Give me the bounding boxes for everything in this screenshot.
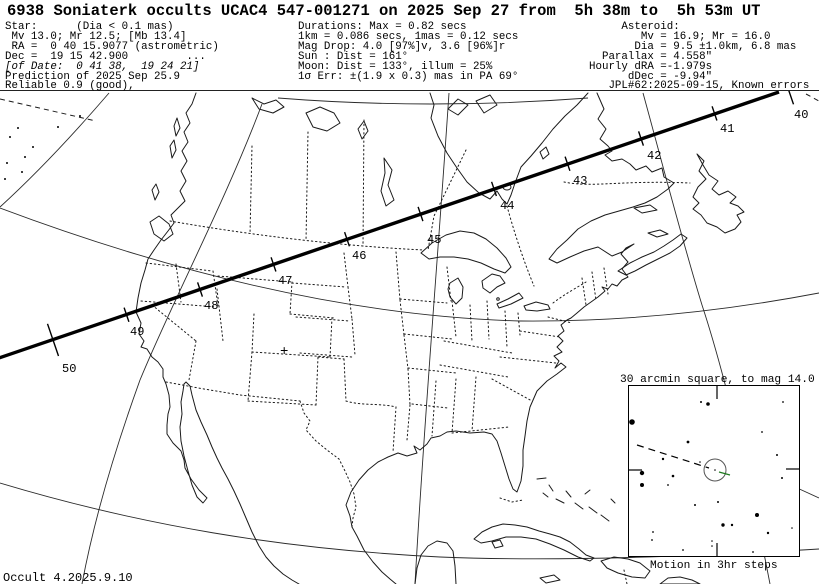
tick-label: 41 [720, 122, 734, 136]
asteroid-line: Parallax = 4.558" [589, 50, 713, 63]
header-block: 6938 Soniaterk occults UCAC4 547-001271 … [0, 0, 819, 93]
caribbean-coastlines [414, 477, 701, 584]
tick-label: 47 [278, 274, 292, 288]
star-field-inset: 30 arcmin square, to mag 14.0 Motion in … [620, 374, 815, 572]
star-line: RA = 0 40 15.9077 (astrometric) [5, 40, 219, 53]
tick-label: 46 [352, 249, 366, 263]
tick-label: 43 [573, 174, 587, 188]
star-info-column: Star: (Dia < 0.1 mas) Mv 13.0; Mr 12.5; … [5, 21, 219, 93]
tick-label: 40 [794, 108, 808, 122]
motion-direction-marker [718, 471, 731, 476]
northwest-boundary [0, 93, 819, 180]
tick-label: 49 [130, 325, 144, 339]
shadow-path-line [0, 91, 780, 360]
event-line: 1σ Err: ±(1.9 x 0.3) mas in PA 69° [298, 70, 519, 83]
target-star-circle [703, 458, 727, 482]
inset-frame [628, 385, 800, 557]
site-marker-cross: + [280, 344, 288, 360]
inset-stars [629, 401, 793, 553]
great-lakes [420, 230, 551, 312]
coastlines [135, 92, 745, 584]
event-line: Mag Drop: 4.0 [97%]v, 3.6 [96%]r [298, 40, 506, 53]
star-line: Mv 13.0; Mr 12.5; [Mb 13.4] [5, 30, 187, 43]
star-line: Dec = 19 15 42.900 ... [5, 50, 206, 63]
star-line-of-date: [of Date: 0 41 38, 19 24 21] [5, 60, 200, 73]
event-line: 1km = 0.086 secs, 1mas = 0.12 secs [298, 30, 519, 43]
asteroid-line: Mv = 16.9; Mr = 16.0 [589, 30, 771, 43]
inset-edge-ticks [629, 386, 799, 556]
asteroid-line: Dia = 9.5 ±1.0km, 6.8 mas [589, 40, 797, 53]
tick-label: 45 [427, 233, 441, 247]
tick-label: 42 [647, 149, 661, 163]
tick-label: 48 [204, 299, 218, 313]
event-line: Moon: Dist = 133°, illum = 25% [298, 60, 493, 73]
star-line: Reliable 0.9 (good), [5, 80, 135, 93]
asteroid-info-column: Asteroid: Mv = 16.9; Mr = 16.0 Dia = 9.5… [589, 21, 810, 93]
asteroid-line: dDec = -9.94" [589, 70, 713, 83]
star-line: Prediction of 2025 Sep 25.9 [5, 70, 180, 83]
inset-footer: Motion in 3hr steps [650, 560, 778, 572]
event-line: Durations: Max = 0.82 secs [298, 21, 467, 33]
path-minute-ticks [46, 91, 795, 357]
page-title: 6938 Soniaterk occults UCAC4 547-001271 … [7, 2, 761, 20]
asteroid-line: Hourly dRA =-1.979s [589, 60, 713, 73]
event-line: Sun : Dist = 161° [298, 50, 409, 63]
event-info-column: Durations: Max = 0.82 secs 1km = 0.086 s… [298, 21, 519, 83]
occultation-path: 40 41 42 43 44 45 46 47 48 49 50 [0, 91, 808, 376]
star-line: Star: (Dia < 0.1 mas) [5, 21, 174, 33]
software-version-label: Occult 4.2025.9.10 [3, 571, 133, 584]
path-minute-labels: 40 41 42 43 44 45 46 47 48 49 50 [62, 108, 808, 376]
asteroid-motion-dashed-line [636, 444, 710, 469]
dotted-borders [140, 119, 691, 584]
asteroid-line: Asteroid: [589, 21, 680, 33]
asteroid-line: JPL#62:2025-09-15, Known errors [589, 80, 810, 93]
inset-title: 30 arcmin square, to mag 14.0 [620, 374, 815, 386]
tick-label: 44 [500, 199, 514, 213]
tick-label: 50 [62, 362, 76, 376]
